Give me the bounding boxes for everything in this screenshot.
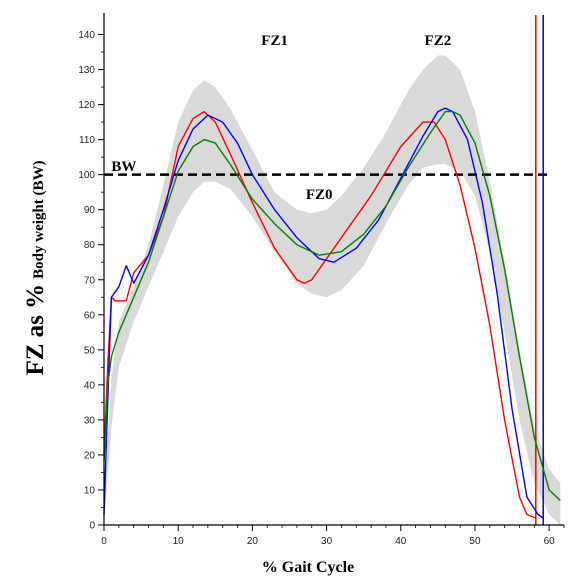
series-line-green (103, 110, 561, 502)
annotation-layer: FZ1 FZ2 FZ0 BW (111, 33, 451, 203)
y-axis-label-prefix: FZ as % (22, 284, 49, 376)
y-tick-label: 60 (84, 310, 96, 321)
series-line-red (103, 110, 537, 519)
y-tick-label: 100 (78, 170, 95, 181)
x-tick-label: 60 (544, 536, 556, 547)
x-tick-label: 20 (247, 536, 259, 547)
x-tick-label: 30 (321, 536, 333, 547)
y-tick-label: 90 (84, 205, 96, 216)
y-tick-label: 10 (84, 485, 96, 496)
y-tick-label: 30 (84, 415, 96, 426)
y-tick-label: 110 (79, 135, 95, 146)
y-axis-label-suffix: Body weight (BW) (31, 160, 47, 278)
y-tick-label: 40 (84, 380, 96, 391)
variance-band (104, 55, 561, 525)
y-tick-label: 20 (84, 450, 96, 461)
reference-line-layer (104, 15, 550, 525)
series-line-blue (103, 107, 544, 519)
x-axis-label: % Gait Cycle (262, 559, 354, 576)
annotation-bw: BW (111, 159, 136, 175)
annotation-fz0: FZ0 (306, 187, 333, 203)
y-tick-label: 80 (84, 240, 96, 251)
y-tick-label: 70 (84, 275, 96, 286)
annotation-fz1: FZ1 (261, 33, 288, 49)
y-tick-label: 130 (78, 65, 95, 76)
y-tick-label: 120 (78, 100, 95, 111)
confidence-band-layer (104, 55, 561, 525)
tick-layer: 0 10 20 30 40 50 60 70 80 90 100 110 120 130 140 0 10 20 3… (78, 30, 565, 547)
x-tick-label: 10 (173, 536, 185, 547)
x-tick-label: 50 (469, 536, 481, 547)
x-tick-label: 40 (395, 536, 407, 547)
y-tick-label: 0 (89, 521, 95, 532)
axis-layer (103, 13, 564, 526)
y-axis-label: FZ as % Body weight (BW) (22, 160, 49, 375)
series-layer (103, 107, 561, 519)
annotation-fz2: FZ2 (425, 33, 452, 49)
y-tick-label: 140 (78, 30, 95, 41)
x-tick-label: 0 (101, 536, 107, 547)
y-tick-label: 50 (84, 345, 96, 356)
